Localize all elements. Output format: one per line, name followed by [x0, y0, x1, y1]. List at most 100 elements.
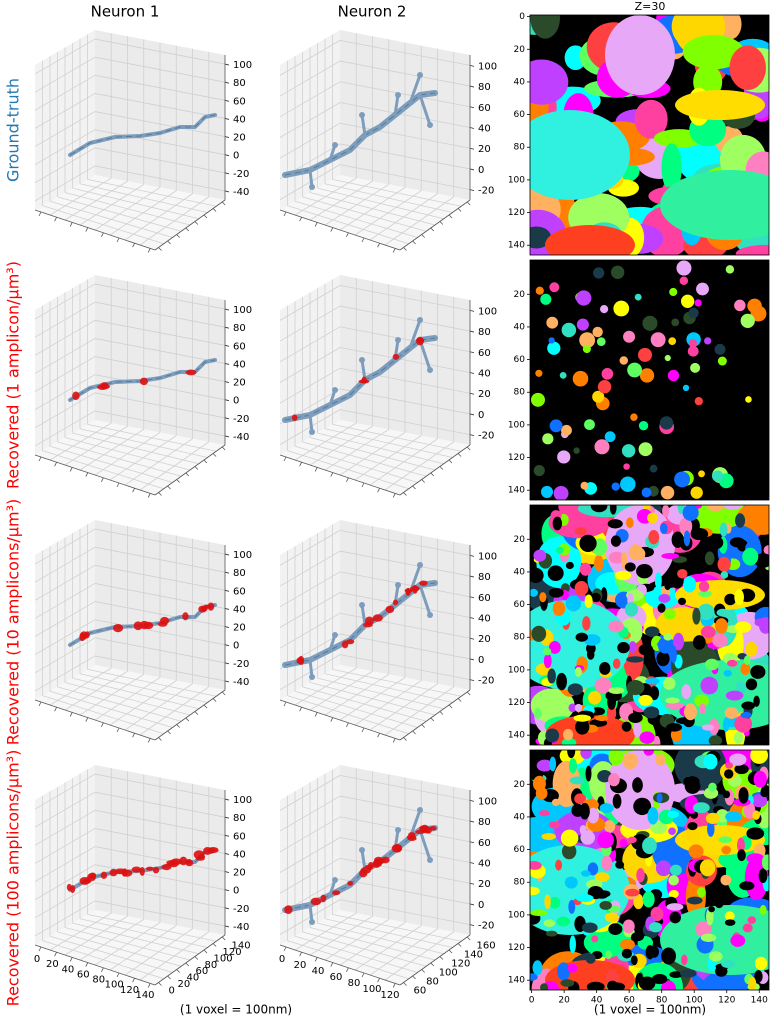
pane-grid: [369, 193, 438, 241]
segment: [655, 754, 666, 766]
pane-grid: [317, 677, 444, 710]
segment: [586, 649, 595, 660]
tick-mark: [224, 326, 230, 329]
segment: [555, 859, 563, 871]
z-tick-label: -20: [478, 921, 494, 932]
segment: [607, 519, 623, 529]
edge-tick: [466, 936, 471, 941]
y-tick-label: 140: [508, 486, 525, 496]
edge-tick: [377, 488, 380, 493]
edge-tick: [392, 493, 396, 498]
z-tick-label: 0: [478, 410, 484, 421]
neuron-branch: [360, 603, 367, 627]
z-tick-label: 100: [233, 795, 252, 806]
segment: [683, 576, 697, 593]
segment: [634, 777, 642, 789]
tick-mark: [469, 617, 475, 619]
segment: [698, 580, 710, 592]
segment: [734, 715, 753, 733]
tick-mark: [469, 799, 475, 802]
segment: [549, 282, 560, 293]
segment: [568, 899, 576, 914]
segment: [626, 517, 634, 529]
segment: [690, 362, 701, 373]
edge-tick: [203, 704, 208, 709]
segment: [540, 293, 552, 305]
segment: [660, 170, 769, 240]
axis-line: [279, 944, 401, 986]
pane: [280, 175, 470, 250]
y-tick-label: 120: [451, 959, 470, 970]
segment: [636, 563, 653, 579]
z-tick-label: 100: [478, 796, 497, 807]
amplicon: [70, 885, 76, 894]
segment: [590, 592, 601, 603]
pane: [280, 420, 470, 495]
pane-grid: [384, 196, 454, 246]
segment: [594, 554, 604, 572]
tick-mark: [224, 626, 230, 628]
segment: [575, 632, 588, 642]
axis-line: [279, 209, 401, 251]
segment: [656, 651, 670, 667]
segment: [718, 836, 733, 844]
z-tick-label: 100: [233, 550, 252, 561]
segment: [625, 888, 640, 897]
edge-tick: [158, 737, 162, 741]
tick-mark: [469, 882, 475, 885]
x-tick-label: 40: [61, 964, 74, 975]
segment: [656, 792, 663, 804]
segment: [627, 362, 642, 378]
segment: [724, 911, 735, 921]
segment: [703, 753, 718, 770]
tick-mark: [224, 399, 230, 402]
segment: [617, 642, 630, 654]
spine: [332, 632, 338, 638]
segment: [674, 471, 691, 488]
y-tick-label: 20: [514, 290, 526, 300]
segment: [612, 658, 621, 669]
segment: [669, 864, 682, 876]
edge-tick: [330, 472, 334, 477]
segment: [650, 906, 664, 922]
segment: [608, 687, 625, 695]
tick-mark: [224, 907, 230, 910]
segment: [700, 933, 717, 942]
y-tick-label: 0: [169, 986, 175, 997]
segment: [620, 938, 635, 951]
amplicon: [341, 640, 349, 649]
segment: [574, 666, 582, 677]
tick-mark: [224, 680, 230, 683]
pane-grid: [72, 922, 199, 955]
segment: [636, 868, 645, 883]
y-tick-label: 60: [414, 986, 427, 997]
spine: [427, 122, 433, 128]
segment: [572, 370, 589, 387]
y-tick-label: 140: [464, 950, 483, 961]
segment: [715, 618, 728, 634]
amplicon: [429, 825, 437, 831]
y-tick-label: 100: [439, 968, 458, 979]
segment: [608, 773, 620, 787]
tick-mark: [224, 889, 230, 892]
amplicon: [143, 621, 154, 630]
edge-tick: [283, 211, 287, 217]
segment: [687, 345, 699, 357]
segment: [633, 797, 652, 816]
tick-mark: [224, 925, 230, 928]
segment: [622, 919, 635, 934]
segment: [722, 790, 731, 799]
pane-grid: [354, 925, 422, 971]
segment: [743, 655, 751, 666]
segment: [633, 720, 642, 738]
segment: [639, 731, 655, 744]
segment: [687, 896, 703, 905]
y-tick-label: 0: [519, 12, 525, 22]
segment: [540, 485, 554, 498]
segment: [664, 581, 671, 591]
edge-tick: [176, 969, 180, 973]
edge-tick: [430, 472, 435, 477]
segment: [638, 442, 653, 457]
column-title: Neuron 1: [91, 3, 160, 21]
